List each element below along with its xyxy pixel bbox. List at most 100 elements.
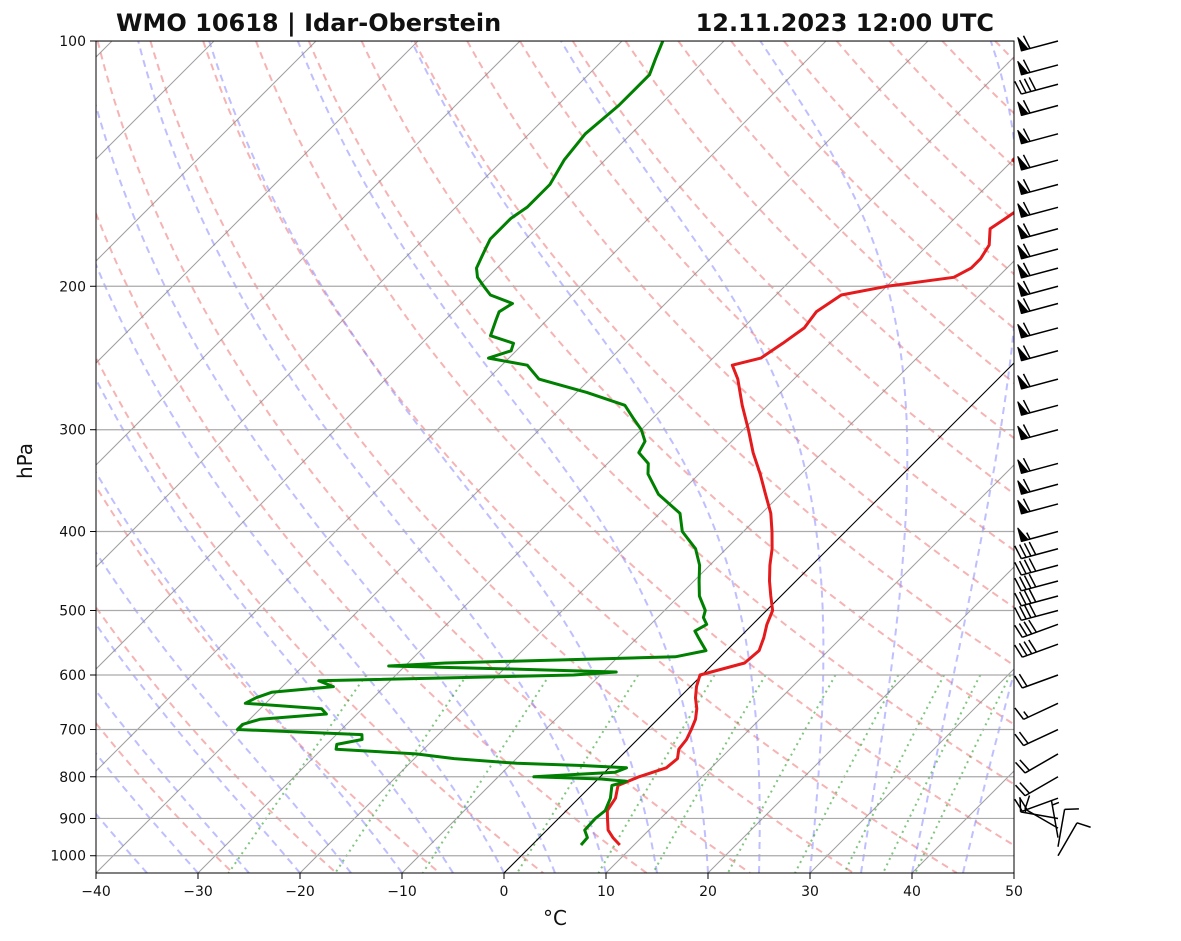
x-tick-label: −20 — [285, 884, 315, 900]
y-tick-label: 300 — [59, 423, 86, 439]
barb-feather — [1028, 77, 1037, 91]
barb-feather — [1018, 731, 1029, 744]
barb-feather — [1014, 577, 1022, 592]
wind-barb — [1017, 399, 1059, 416]
barb-feather — [1022, 154, 1031, 168]
y-axis-ticks: 1000 900 800 700 600 500 400 300 200 100 — [50, 34, 96, 865]
chart-title-station: WMO 10618 | Idar-Oberstein — [116, 9, 501, 37]
barb-feather — [1014, 784, 1026, 797]
barb-feather — [1014, 675, 1023, 689]
x-axis-ticks: −40 −30 −20 −10 0 10 20 30 40 50 — [81, 873, 1023, 900]
plot-area — [96, 41, 1014, 873]
wind-barb — [1017, 373, 1059, 390]
wind-barb — [1017, 223, 1059, 240]
isotherm — [96, 41, 317, 262]
barb-feather — [1018, 79, 1027, 94]
moist-adiabat — [96, 377, 454, 873]
temperature-profile — [605, 156, 1014, 847]
dry-adiabat — [624, 41, 1014, 440]
x-tick-label: 10 — [597, 884, 615, 900]
dry-adiabat — [835, 41, 1014, 222]
barb-half-feather — [1023, 711, 1029, 718]
x-axis-label: °C — [543, 906, 567, 930]
barb-feather — [1022, 178, 1031, 193]
x-tick-label: 20 — [699, 884, 717, 900]
barb-feather — [1019, 759, 1030, 771]
mixing-ratio-line — [726, 674, 837, 873]
barb-feather — [1023, 590, 1032, 604]
barb-pennant — [1017, 323, 1029, 339]
isotherm — [197, 56, 1014, 873]
isotherm — [96, 41, 419, 364]
barb-feather — [1023, 542, 1032, 557]
isotherm — [809, 668, 1014, 873]
wind-barb — [1017, 322, 1059, 339]
barb-pennant — [1017, 203, 1029, 218]
y-tick-label: 100 — [59, 34, 86, 50]
wind-barb — [1014, 753, 1059, 774]
barb-feather — [1018, 673, 1028, 687]
dry-adiabat — [255, 41, 1014, 847]
barb-staff — [1050, 800, 1059, 838]
barb-staff — [1021, 83, 1059, 95]
barb-pennant — [1017, 156, 1029, 171]
barb-staff — [1022, 797, 1059, 812]
barb-pennant — [1017, 480, 1029, 495]
barb-feather — [1018, 796, 1028, 810]
barb-feather — [1023, 621, 1033, 635]
isotherm — [96, 41, 929, 873]
wind-barb — [1014, 77, 1059, 95]
isotherm — [911, 770, 1014, 873]
dry-adiabat — [941, 41, 1014, 115]
y-tick-label: 1000 — [50, 849, 86, 865]
barb-feather — [1022, 35, 1031, 49]
barb-pennant — [1017, 36, 1029, 52]
wind-barb — [1014, 702, 1059, 721]
barb-feather — [1014, 644, 1023, 658]
wind-barb — [1014, 558, 1059, 576]
isotherm — [401, 260, 1014, 873]
y-tick-label: 500 — [59, 603, 86, 619]
wind-barb — [1017, 35, 1059, 52]
barb-feather — [1022, 99, 1031, 114]
barb-feather — [1014, 545, 1022, 559]
wind-barb — [1017, 201, 1059, 218]
wind-barb — [1014, 776, 1059, 797]
barb-feather — [1022, 478, 1031, 493]
moist-adiabat — [96, 102, 556, 873]
mixing-ratio-line — [334, 674, 468, 873]
barb-pennant — [1017, 459, 1029, 474]
barb-staff — [1020, 811, 1059, 820]
barb-staff — [1057, 809, 1066, 847]
isotherm — [503, 362, 1014, 873]
dry-adiabat — [519, 41, 1014, 552]
dry-adiabat — [96, 210, 648, 873]
dry-adiabat — [730, 41, 1014, 330]
barb-feather — [1022, 322, 1031, 336]
mixing-ratio-line — [794, 674, 900, 873]
barb-pennant — [1017, 527, 1029, 542]
moist-adiabat — [208, 41, 658, 873]
barb-feather — [1028, 619, 1038, 633]
barb-feather — [1018, 605, 1027, 620]
y-tick-label: 600 — [59, 668, 86, 684]
barb-feather — [1028, 588, 1037, 603]
dry-adiabat — [783, 41, 1014, 276]
barb-pennant — [1017, 101, 1029, 116]
barb-feather — [1028, 603, 1037, 617]
dry-adiabat — [466, 41, 1014, 609]
wind-barb — [1017, 154, 1059, 171]
moist-adiabat — [96, 751, 199, 873]
barb-feather — [1076, 822, 1091, 828]
x-tick-label: 40 — [903, 884, 921, 900]
barb-staff — [1024, 808, 1059, 829]
moist-adiabat — [296, 41, 709, 873]
isotherm-grid — [96, 41, 1014, 873]
moist-adiabat — [96, 812, 148, 873]
barb-feather — [1022, 280, 1031, 295]
barb-feather — [1018, 576, 1027, 590]
mixing-ratio-line — [843, 674, 945, 873]
barb-feather — [1022, 457, 1031, 472]
moist-adiabat — [96, 622, 301, 873]
